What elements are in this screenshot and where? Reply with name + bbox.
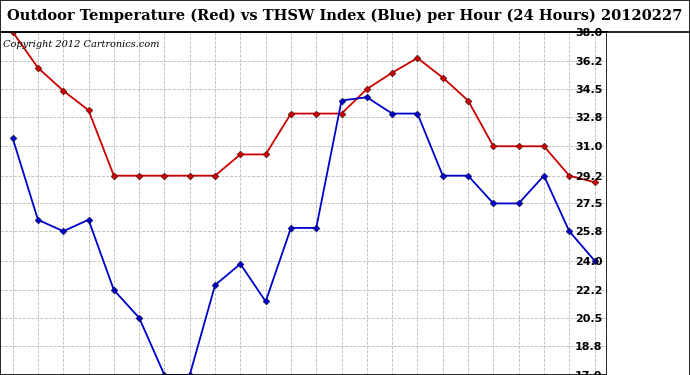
Text: Outdoor Temperature (Red) vs THSW Index (Blue) per Hour (24 Hours) 20120227: Outdoor Temperature (Red) vs THSW Index … [8,9,682,23]
Text: Copyright 2012 Cartronics.com: Copyright 2012 Cartronics.com [3,40,159,50]
